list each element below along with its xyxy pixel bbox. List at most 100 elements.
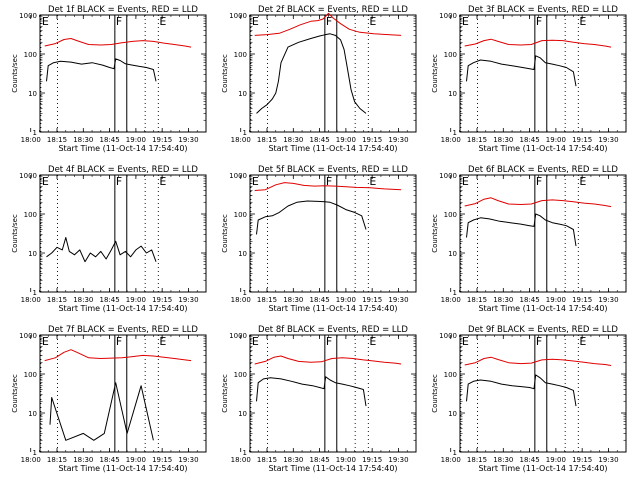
x-tick-label: 18:00	[231, 296, 251, 304]
marker-label: E	[462, 15, 469, 28]
x-axis-label: Start Time (11-Oct-14 17:54:40)	[58, 464, 187, 473]
y-tick-label: 1000	[439, 332, 457, 340]
x-tick-label: 19:15	[572, 456, 592, 464]
x-tick-label: 18:45	[99, 136, 119, 144]
x-tick-label: 19:15	[362, 136, 382, 144]
plot-frame	[39, 174, 207, 293]
x-tick-label: 19:00	[336, 136, 356, 144]
plot-frame	[39, 334, 207, 453]
y-tick-label: 100	[444, 371, 457, 379]
marker-label: E	[462, 175, 469, 188]
marker-label: F	[116, 175, 122, 188]
y-tick-label: 1000	[19, 332, 37, 340]
plot-frame	[39, 14, 207, 133]
events-series-line	[256, 200, 367, 235]
x-tick-label: 19:15	[152, 136, 172, 144]
x-tick-label: 18:15	[257, 136, 277, 144]
y-tick-label: 100	[444, 51, 457, 59]
panel-title: Det 5f BLACK = Events, RED = LLD	[258, 165, 408, 175]
x-tick-label: 18:30	[73, 136, 93, 144]
x-tick-label: 18:15	[257, 296, 277, 304]
x-tick-label: 18:00	[231, 136, 251, 144]
events-series-line	[46, 58, 157, 82]
marker-label: E	[159, 15, 166, 28]
y-tick-label: 1000	[19, 12, 37, 20]
panel-4: Det 4f BLACK = Events, RED = LLD 1 10 100 10…	[11, 165, 207, 313]
x-axis-label: Start Time (11-Oct-14 17:54:40)	[268, 464, 397, 473]
panel-8: Det 8f BLACK = Events, RED = LLD 1 10 100 10…	[221, 325, 417, 473]
plot-frame	[459, 334, 627, 453]
x-tick-label: 18:30	[283, 136, 303, 144]
x-tick-label: 18:45	[99, 456, 119, 464]
panel-3: Det 3f BLACK = Events, RED = LLD 1 10 100 10…	[431, 5, 627, 153]
y-tick-label: 1	[453, 289, 457, 297]
panel-title: Det 2f BLACK = Events, RED = LLD	[258, 5, 408, 15]
y-axis-label: Counts/sec	[11, 54, 19, 93]
x-axis-label: Start Time (11-Oct-14 17:54:40)	[478, 144, 607, 153]
marker-label: E	[369, 335, 376, 348]
x-tick-label: 18:00	[21, 456, 41, 464]
x-tick-label: 18:15	[467, 456, 487, 464]
marker-label: E	[42, 15, 49, 28]
x-tick-label: 18:00	[441, 296, 461, 304]
x-tick-label: 18:30	[73, 296, 93, 304]
panel-5: Det 5f BLACK = Events, RED = LLD 1 10 100 10…	[221, 165, 417, 313]
panel-2: Det 2f BLACK = Events, RED = LLD 1 10 100 10…	[221, 5, 417, 153]
y-tick-label: 10	[238, 410, 247, 418]
x-tick-label: 18:30	[283, 296, 303, 304]
x-tick-label: 18:45	[309, 296, 329, 304]
x-tick-label: 19:30	[388, 136, 408, 144]
x-tick-label: 18:45	[309, 456, 329, 464]
panel-title: Det 6f BLACK = Events, RED = LLD	[468, 165, 618, 175]
y-tick-label: 1	[243, 449, 247, 457]
x-tick-label: 19:00	[126, 456, 146, 464]
marker-label: F	[116, 15, 122, 28]
x-tick-label: 19:30	[388, 456, 408, 464]
y-tick-label: 1	[453, 449, 457, 457]
marker-label: E	[579, 335, 586, 348]
y-tick-label: 1000	[439, 12, 457, 20]
x-tick-label: 18:45	[309, 136, 329, 144]
x-axis-label: Start Time (11-Oct-14 17:54:40)	[268, 304, 397, 313]
lld-series-line	[254, 12, 402, 36]
x-axis-label: Start Time (11-Oct-14 17:54:40)	[478, 464, 607, 473]
x-tick-label: 19:00	[546, 456, 566, 464]
events-series-line	[256, 376, 367, 407]
plot-frame	[459, 174, 627, 293]
x-axis-label: Start Time (11-Oct-14 17:54:40)	[58, 144, 187, 153]
x-axis-label: Start Time (11-Oct-14 17:54:40)	[58, 304, 187, 313]
marker-label: E	[579, 175, 586, 188]
y-tick-label: 10	[238, 90, 247, 98]
panel-title: Det 8f BLACK = Events, RED = LLD	[258, 325, 408, 335]
plot-frame	[249, 14, 417, 133]
marker-label: F	[536, 335, 542, 348]
y-axis-label: Counts/sec	[221, 214, 229, 253]
x-tick-label: 19:00	[126, 296, 146, 304]
marker-label: E	[369, 175, 376, 188]
marker-label: E	[579, 15, 586, 28]
y-axis-label: Counts/sec	[431, 54, 439, 93]
marker-label: E	[369, 15, 376, 28]
plot-frame	[459, 14, 627, 133]
y-tick-label: 1000	[229, 172, 247, 180]
y-tick-label: 100	[24, 211, 37, 219]
y-tick-label: 10	[28, 250, 37, 258]
y-tick-label: 1	[33, 289, 37, 297]
marker-label: F	[116, 335, 122, 348]
lld-series-line	[464, 356, 612, 366]
marker-label: E	[159, 175, 166, 188]
x-tick-label: 18:15	[467, 136, 487, 144]
x-tick-label: 18:00	[441, 456, 461, 464]
y-tick-label: 1000	[229, 332, 247, 340]
y-axis-label: Counts/sec	[221, 54, 229, 93]
x-tick-label: 18:15	[467, 296, 487, 304]
x-tick-label: 19:00	[126, 136, 146, 144]
events-series-line	[466, 213, 577, 247]
plot-frame	[249, 334, 417, 453]
marker-label: E	[159, 335, 166, 348]
x-tick-label: 19:30	[178, 296, 198, 304]
x-tick-label: 18:15	[47, 296, 67, 304]
y-tick-label: 100	[24, 371, 37, 379]
y-tick-label: 1	[243, 129, 247, 137]
